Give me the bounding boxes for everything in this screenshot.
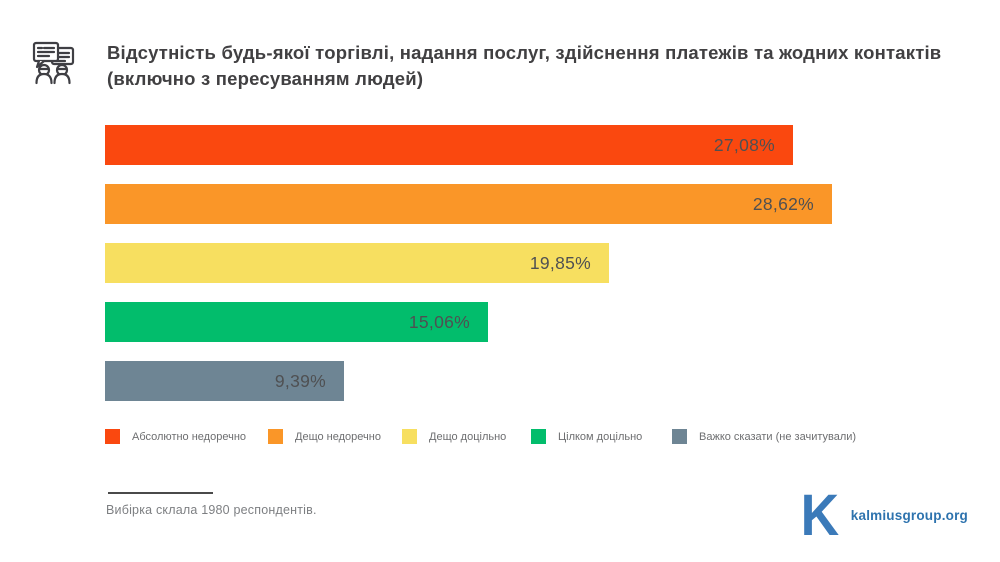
bar-row: 19,85% xyxy=(105,243,985,283)
kalmius-brand[interactable]: K kalmiusgroup.org xyxy=(799,482,968,548)
legend-item-1: Абсолютно недоречно xyxy=(105,429,268,444)
bar-value-label: 19,85% xyxy=(529,252,591,273)
bar-value-label: 28,62% xyxy=(752,193,814,214)
sample-size-note: Вибірка склала 1980 респондентів. xyxy=(106,503,317,517)
bar-row: 15,06% xyxy=(105,302,985,342)
legend-swatch xyxy=(402,429,417,444)
bar-row: 27,08% xyxy=(105,125,985,165)
bar-row: 9,39% xyxy=(105,361,985,401)
bar-row: 28,62% xyxy=(105,184,985,224)
chart-title-line2: (включно з пересуванням людей) xyxy=(107,67,424,89)
legend-item-2: Дещо недоречно xyxy=(268,429,402,444)
footer-divider xyxy=(108,492,213,494)
legend-swatch xyxy=(105,429,120,444)
bar-4: 15,06% xyxy=(105,302,488,342)
conversation-people-icon xyxy=(29,37,79,87)
brand-url-link[interactable]: kalmiusgroup.org xyxy=(850,508,968,524)
bar-2: 28,62% xyxy=(105,184,832,224)
legend-swatch xyxy=(672,429,687,444)
bar-3: 19,85% xyxy=(105,243,609,283)
legend-label: Цілком доцільно xyxy=(558,430,643,443)
bar-chart: 27,08% 28,62% 19,85% 15,06% 9,39% xyxy=(105,125,985,420)
bar-1: 27,08% xyxy=(105,125,793,165)
chart-title-line1: Відсутність будь-якої торгівлі, надання … xyxy=(107,42,942,63)
legend-item-5: Важко сказати (не зачитували) xyxy=(672,429,856,444)
legend-swatch xyxy=(531,429,546,444)
bar-value-label: 27,08% xyxy=(713,134,775,155)
legend-swatch xyxy=(268,429,283,444)
legend-label: Дещо доцільно xyxy=(429,430,507,443)
legend-label: Важко сказати (не зачитували) xyxy=(699,430,857,443)
legend-label: Абсолютно недоречно xyxy=(132,430,247,443)
legend-label: Дещо недоречно xyxy=(295,430,381,443)
bar-value-label: 9,39% xyxy=(274,370,326,391)
chart-legend: Абсолютно недоречно Дещо недоречно Дещо до… xyxy=(105,429,985,444)
legend-item-3: Дещо доцільно xyxy=(402,429,531,444)
bar-5: 9,39% xyxy=(105,361,344,401)
bar-value-label: 15,06% xyxy=(408,311,470,332)
legend-item-4: Цілком доцільно xyxy=(531,429,672,444)
kalmius-logo: K xyxy=(800,482,840,548)
chart-title: Відсутність будь-якої торгівлі, надання … xyxy=(107,40,967,91)
